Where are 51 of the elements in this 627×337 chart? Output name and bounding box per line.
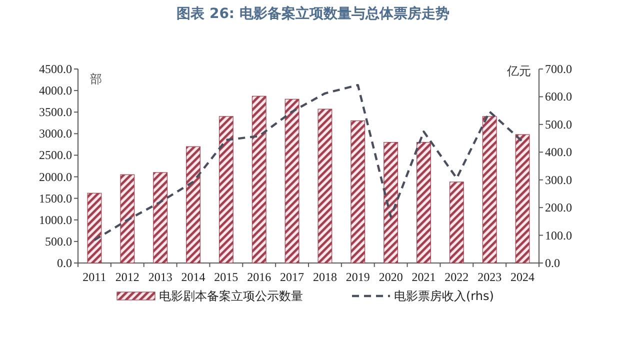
y2-tick-label: 400.0 — [545, 145, 572, 160]
x-tick-label: 2018 — [312, 270, 337, 284]
bar — [218, 116, 234, 264]
x-tick-label: 2024 — [510, 270, 535, 284]
x-tick-label: 2017 — [280, 270, 304, 284]
bar — [87, 192, 102, 264]
y-tick-label: 4000.0 — [39, 84, 72, 98]
x-tick-label: 2020 — [378, 270, 403, 284]
y-tick-label: 0.0 — [57, 256, 72, 270]
y2-tick-label: 700.0 — [545, 62, 572, 76]
y-tick-label: 1000.0 — [39, 212, 72, 227]
y2-tick-label: 0.0 — [545, 256, 560, 270]
y-axis-title: 部 — [90, 72, 102, 86]
bar — [449, 182, 464, 264]
bar — [416, 142, 431, 264]
y2-axis-title: 亿元 — [506, 64, 531, 78]
y-tick-label: 3000.0 — [39, 126, 72, 141]
x-tick-label: 2023 — [478, 270, 502, 284]
legend-label: 电影剧本备案立项公示数量 — [159, 289, 303, 303]
x-tick-label: 2013 — [148, 270, 172, 284]
y2-tick-label: 300.0 — [545, 172, 572, 187]
x-tick-label: 2012 — [115, 270, 140, 284]
y-tick-label: 4500.0 — [39, 62, 72, 76]
chart-title: 图表 26: 电影备案立项数量与总体票房走势 — [176, 5, 450, 22]
bar — [384, 142, 398, 264]
bar — [284, 98, 300, 264]
bar — [186, 146, 200, 264]
bar — [515, 134, 530, 264]
bar — [350, 120, 366, 264]
y2-tick-label: 100.0 — [545, 228, 572, 242]
bar — [252, 96, 266, 264]
y2-tick-label: 600.0 — [545, 90, 572, 104]
x-tick-label: 2022 — [444, 270, 469, 284]
y2-tick-label: 500.0 — [545, 117, 572, 132]
y2-tick-label: 200.0 — [545, 200, 572, 215]
x-tick-label: 2021 — [412, 270, 436, 284]
y-tick-label: 1500.0 — [39, 191, 72, 206]
bar — [482, 116, 497, 264]
x-tick-label: 2011 — [82, 270, 106, 284]
bar — [318, 108, 332, 264]
x-tick-label: 2015 — [214, 270, 238, 284]
y-tick-label: 2500.0 — [39, 148, 72, 162]
bar — [120, 174, 135, 264]
x-tick-label: 2016 — [247, 270, 272, 284]
y-tick-label: 2000.0 — [39, 170, 72, 184]
legend-label: 电影票房收入(rhs) — [394, 289, 494, 303]
bar — [153, 172, 168, 264]
y-tick-label: 3500.0 — [39, 105, 72, 120]
y-tick-label: 500.0 — [45, 234, 72, 248]
x-tick-label: 2014 — [181, 270, 206, 284]
x-tick-label: 2019 — [346, 270, 370, 284]
